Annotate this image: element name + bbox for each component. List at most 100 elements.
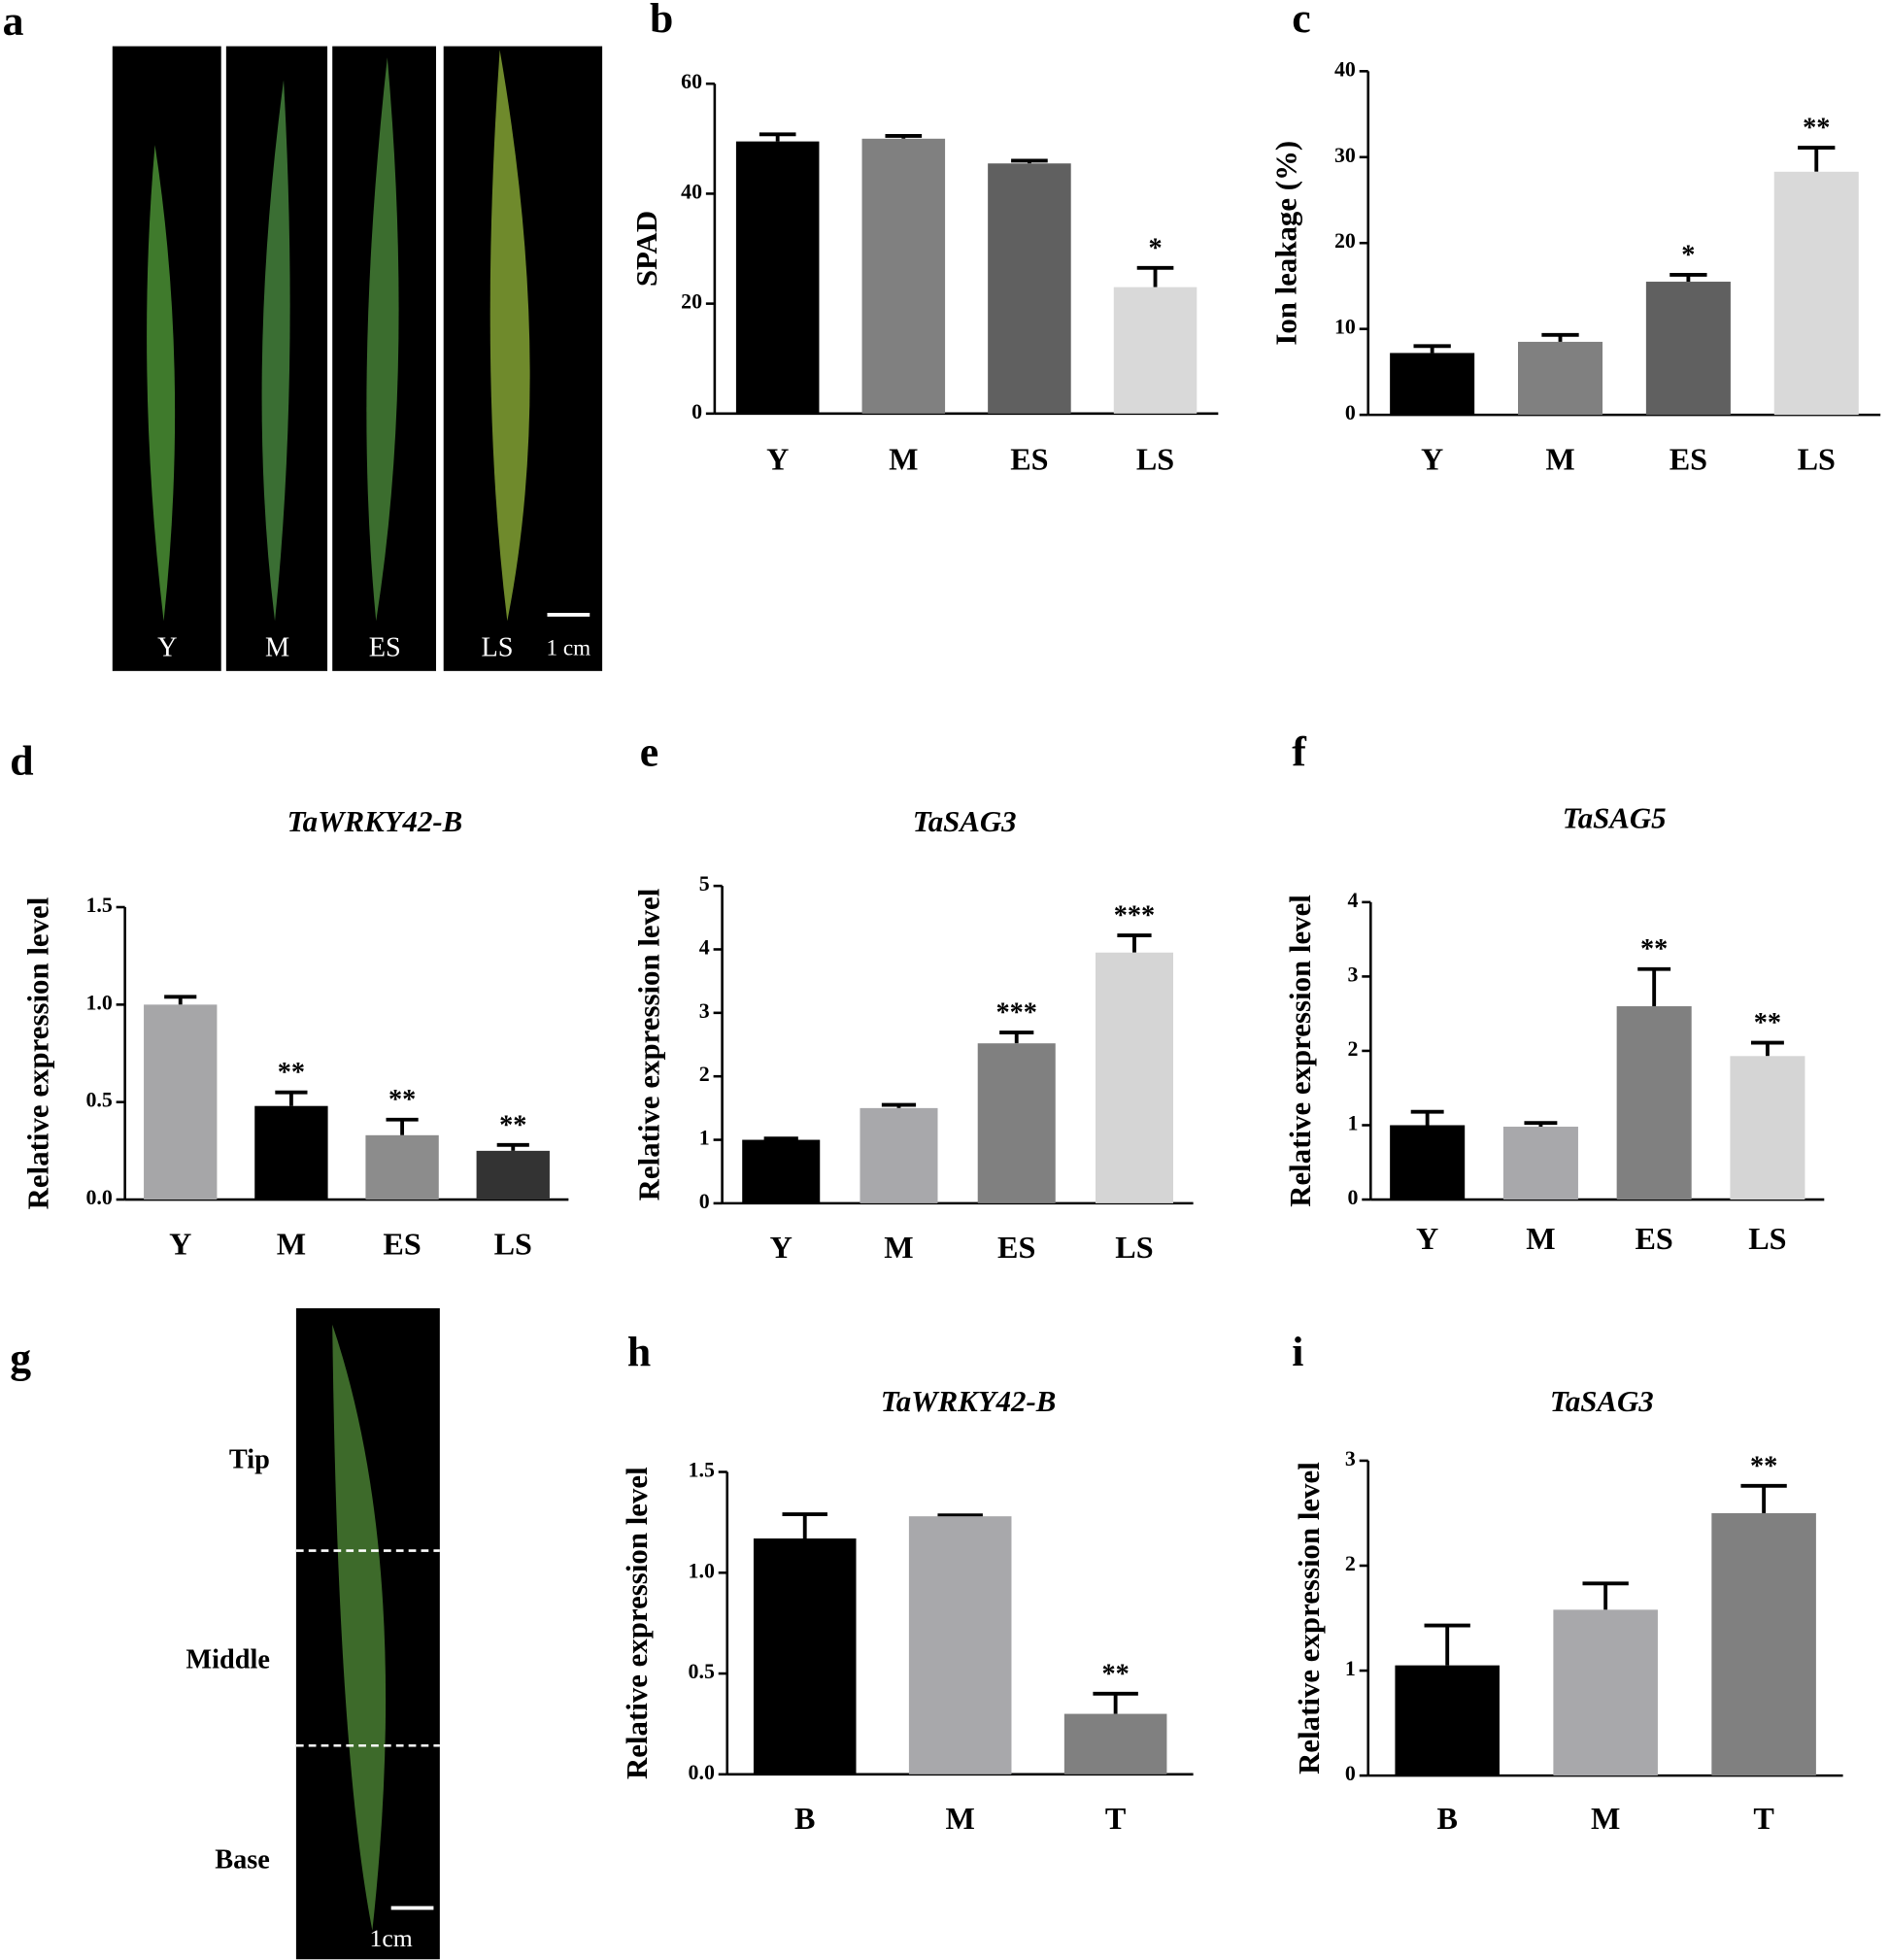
x-tick-label: M: [277, 1226, 306, 1261]
bar: [1730, 1056, 1805, 1200]
x-tick-label: ES: [383, 1226, 421, 1261]
panel-letter: h: [627, 1329, 651, 1375]
y-tick-label: 20: [681, 290, 702, 314]
y-tick-label: 30: [1334, 144, 1356, 167]
y-axis-label: Relative expression level: [632, 888, 666, 1200]
y-tick-label: 0.5: [85, 1089, 112, 1112]
y-tick-label: 1.0: [85, 991, 112, 1014]
x-tick-label: M: [1526, 1221, 1555, 1256]
x-tick-label: LS: [1748, 1221, 1786, 1256]
significance: *: [1681, 240, 1695, 270]
x-tick-label: ES: [1010, 441, 1048, 476]
panel-letter: a: [3, 0, 24, 45]
y-tick-label: 3: [1345, 1447, 1356, 1470]
x-tick-label: Y: [1421, 441, 1443, 476]
x-tick-label: M: [1591, 1801, 1620, 1836]
y-axis-label: Relative expression level: [1292, 1462, 1326, 1774]
x-tick-label: Y: [169, 1226, 191, 1261]
y-axis-label: Relative expression level: [21, 896, 55, 1209]
y-tick-label: 0: [1345, 401, 1356, 424]
region-label: Tip: [229, 1445, 270, 1475]
y-tick-label: 0: [1347, 1186, 1358, 1209]
significance: **: [499, 1110, 526, 1140]
y-tick-label: 10: [1334, 316, 1356, 339]
y-tick-label: 0: [1345, 1762, 1356, 1785]
significance: **: [1754, 1008, 1781, 1038]
significance: **: [1750, 1451, 1777, 1481]
x-tick-label: ES: [1670, 441, 1707, 476]
significance: **: [278, 1058, 305, 1088]
y-axis-label: SPAD: [629, 211, 663, 287]
bar: [1390, 1125, 1466, 1200]
chart-title: TaWRKY42-B: [881, 1384, 1057, 1418]
x-tick-label: LS: [494, 1226, 532, 1261]
leaf: [489, 50, 530, 622]
bar: [1711, 1512, 1816, 1776]
region-label: Middle: [186, 1645, 269, 1675]
bar: [1553, 1609, 1658, 1776]
y-tick-label: 1: [699, 1127, 710, 1150]
photo-label: Y: [157, 632, 177, 662]
bar: [254, 1105, 328, 1200]
x-tick-label: B: [1436, 1801, 1457, 1836]
bar: [1645, 282, 1731, 416]
y-tick-label: 5: [699, 872, 710, 896]
scale-label: 1 cm: [547, 635, 591, 660]
bar: [1395, 1665, 1500, 1776]
bar: [988, 163, 1071, 414]
y-tick-label: 2: [1347, 1037, 1358, 1061]
y-tick-label: 0: [692, 400, 702, 423]
x-tick-label: B: [794, 1801, 815, 1836]
y-tick-label: 0.5: [689, 1660, 715, 1683]
bar: [1518, 341, 1603, 416]
bar: [1616, 1006, 1692, 1200]
y-tick-label: 60: [681, 70, 702, 93]
bar: [144, 1004, 218, 1200]
y-tick-label: 4: [699, 935, 710, 959]
bar: [860, 1107, 938, 1203]
y-tick-label: 2: [699, 1063, 710, 1086]
y-tick-label: 0.0: [689, 1761, 715, 1784]
y-tick-label: 4: [1347, 889, 1358, 912]
y-tick-label: 1: [1345, 1657, 1356, 1680]
x-tick-label: Y: [770, 1230, 793, 1265]
panel-letter: d: [10, 737, 33, 784]
bar: [1502, 1127, 1578, 1200]
y-tick-label: 20: [1334, 229, 1356, 253]
panel-letter: e: [640, 728, 658, 775]
bar: [365, 1134, 439, 1200]
x-tick-label: Y: [766, 441, 789, 476]
panel-letter: c: [1292, 0, 1310, 42]
bar: [1390, 353, 1475, 416]
bar: [977, 1043, 1056, 1203]
y-tick-label: 40: [1334, 57, 1356, 81]
significance: **: [1101, 1659, 1129, 1689]
x-tick-label: M: [1545, 441, 1574, 476]
y-tick-label: 0.0: [85, 1186, 112, 1209]
x-tick-label: ES: [997, 1230, 1035, 1265]
x-tick-label: LS: [1115, 1230, 1153, 1265]
bar: [908, 1516, 1012, 1774]
bar: [742, 1139, 821, 1203]
figure-body: Y M ES LS 1 cm 1cm Tip Middle Base a b020…: [3, 0, 1881, 1960]
y-tick-label: 3: [1347, 963, 1358, 986]
chart-title: TaSAG5: [1563, 800, 1667, 834]
x-tick-label: LS: [1136, 441, 1174, 476]
significance: **: [1640, 934, 1668, 964]
y-tick-label: 1.0: [689, 1559, 715, 1582]
x-tick-label: T: [1105, 1801, 1126, 1836]
leaf: [366, 57, 399, 622]
y-tick-label: 2: [1345, 1552, 1356, 1575]
bar: [753, 1538, 857, 1774]
bar: [1773, 171, 1859, 416]
x-tick-label: T: [1753, 1801, 1773, 1836]
bar: [476, 1150, 550, 1200]
leaf: [261, 80, 290, 622]
significance: ***: [996, 998, 1037, 1029]
significance: ***: [1114, 901, 1155, 931]
bar: [861, 138, 946, 414]
bar: [735, 141, 820, 414]
bar: [1063, 1713, 1167, 1774]
photo-label: LS: [482, 632, 514, 662]
